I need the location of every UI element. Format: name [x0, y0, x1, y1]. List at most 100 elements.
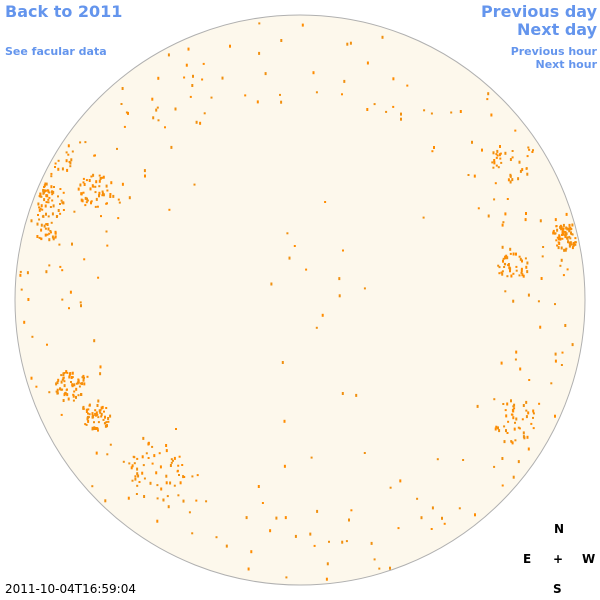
- facula: [81, 382, 84, 386]
- facula: [107, 417, 110, 420]
- facula: [519, 257, 522, 261]
- facula: [481, 148, 483, 152]
- facula: [106, 453, 109, 456]
- facula: [560, 258, 563, 262]
- facula: [40, 228, 43, 232]
- facula: [173, 484, 176, 487]
- facula: [528, 379, 531, 381]
- solar-disk: [14, 14, 586, 586]
- facula: [147, 457, 150, 459]
- facula: [312, 71, 315, 75]
- previous-day-link[interactable]: Previous day: [480, 2, 597, 21]
- facula: [127, 111, 129, 115]
- facula: [73, 383, 76, 387]
- facula: [82, 379, 85, 382]
- facula: [499, 157, 502, 160]
- facula: [498, 272, 501, 275]
- facula: [505, 414, 508, 418]
- facula: [80, 304, 82, 308]
- facula: [542, 246, 545, 248]
- facula: [88, 404, 91, 407]
- facula: [568, 235, 571, 238]
- facula: [51, 235, 54, 239]
- facula: [505, 254, 508, 257]
- facula: [493, 465, 496, 468]
- facula: [210, 96, 213, 99]
- facula: [77, 379, 80, 383]
- facula: [467, 174, 470, 176]
- facula: [562, 227, 565, 231]
- facula: [196, 474, 199, 477]
- facula: [165, 474, 168, 478]
- facula: [51, 212, 54, 216]
- next-hour-link[interactable]: Next hour: [535, 58, 598, 71]
- facula: [511, 178, 514, 182]
- previous-hour-link[interactable]: Previous hour: [510, 45, 597, 58]
- facula: [565, 212, 568, 216]
- facula: [502, 221, 505, 224]
- facula: [284, 516, 287, 520]
- facula: [41, 208, 44, 211]
- facula: [503, 425, 506, 428]
- facula: [514, 421, 516, 424]
- facula: [159, 465, 162, 469]
- facula: [338, 294, 341, 298]
- facula: [109, 193, 112, 195]
- facula: [94, 154, 96, 157]
- timestamp: 2011-10-04T16:59:04: [5, 582, 136, 596]
- facula: [37, 202, 40, 206]
- facula: [556, 244, 559, 247]
- facula: [279, 93, 281, 96]
- facula: [341, 93, 343, 96]
- facula: [397, 527, 400, 530]
- facula: [167, 505, 170, 509]
- facula: [174, 107, 177, 111]
- facula: [130, 466, 133, 470]
- facula: [191, 532, 194, 535]
- facula: [84, 204, 87, 207]
- facula: [501, 245, 504, 249]
- facula: [188, 511, 191, 514]
- facula: [247, 567, 250, 571]
- facula: [48, 264, 51, 267]
- facula: [525, 415, 528, 419]
- facula: [96, 205, 99, 208]
- facula: [46, 233, 49, 236]
- facula: [62, 376, 65, 379]
- facula: [44, 189, 47, 192]
- facula: [54, 162, 57, 165]
- facula: [66, 393, 69, 397]
- facula: [550, 382, 553, 385]
- facula: [59, 387, 61, 390]
- facula: [515, 269, 518, 272]
- facula: [97, 429, 99, 432]
- facula: [75, 387, 78, 391]
- facula: [50, 231, 52, 234]
- facula: [93, 421, 95, 424]
- facula: [58, 243, 61, 246]
- back-year-link[interactable]: Back to 2011: [5, 2, 123, 21]
- facula: [59, 265, 62, 268]
- facula: [492, 151, 495, 155]
- facula: [511, 150, 514, 152]
- facula: [532, 412, 535, 415]
- facula: [504, 212, 507, 216]
- facula: [91, 426, 94, 430]
- facula: [341, 540, 344, 544]
- facula: [392, 77, 395, 81]
- facular-link[interactable]: See facular data: [5, 45, 107, 58]
- facula: [185, 63, 188, 67]
- facula: [504, 290, 507, 293]
- facula: [40, 223, 43, 227]
- facula: [97, 399, 100, 403]
- facula: [500, 271, 503, 274]
- next-day-link[interactable]: Next day: [517, 20, 597, 39]
- facula: [522, 431, 525, 435]
- facula: [562, 223, 565, 227]
- facula: [156, 497, 159, 500]
- facula: [348, 518, 350, 522]
- facula: [555, 239, 558, 242]
- facula: [87, 419, 90, 423]
- facula: [83, 183, 86, 186]
